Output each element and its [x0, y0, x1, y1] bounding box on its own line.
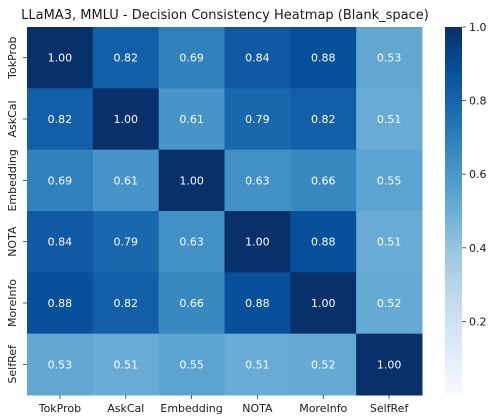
x-tick-label: SelfRef	[370, 402, 410, 415]
cell-value-label: 0.55	[377, 174, 402, 187]
cell-value-label: 0.63	[245, 174, 270, 187]
heatmap-cell-Embedding-TokProb	[27, 149, 94, 212]
heatmap-cell-SelfRef-SelfRef	[356, 333, 423, 396]
heatmap-cell-SelfRef-NOTA	[224, 333, 291, 396]
heatmap-cell-SelfRef-AskCal	[92, 333, 160, 396]
cell-value-label: 1.00	[114, 113, 139, 126]
cell-value-label: 0.51	[377, 113, 402, 126]
cell-value-label: 0.82	[48, 113, 73, 126]
x-tick-label: NOTA	[242, 402, 273, 415]
chart-title: LLaMA3, MMLU - Decision Consistency Heat…	[21, 8, 429, 23]
cell-value-label: 0.82	[114, 297, 139, 310]
cell-value-label: 0.52	[377, 297, 402, 310]
heatmap-cell-MoreInfo-NOTA	[224, 272, 291, 335]
x-tick-label: TokProb	[38, 402, 81, 415]
cell-value-label: 0.88	[245, 297, 270, 310]
cell-value-label: 0.61	[179, 113, 204, 126]
cell-value-label: 0.82	[311, 113, 336, 126]
cell-value-label: 0.51	[114, 358, 139, 371]
heatmap-cell-AskCal-TokProb	[27, 88, 94, 151]
cell-value-label: 0.69	[179, 52, 204, 65]
cell-value-label: 0.84	[245, 52, 270, 65]
colorbar-tick-label: 0.4	[469, 242, 487, 255]
colorbar-tick-label: 0.6	[469, 168, 487, 181]
heatmap-cell-NOTA-Embedding	[158, 211, 225, 273]
heatmap-cell-AskCal-NOTA	[224, 88, 291, 151]
heatmap-cells: 1.00 0.82 0.69 0.84 0.88 0.53 0.82 1.00 0.61 0.79…	[27, 27, 423, 396]
cell-value-label: 0.88	[311, 52, 336, 65]
cell-value-label: 0.63	[179, 236, 204, 249]
cell-value-label: 0.52	[311, 358, 336, 371]
colorbar-tick-label: 1.0	[469, 21, 487, 34]
cell-value-label: 0.66	[179, 297, 204, 310]
cell-value-label: 1.00	[311, 297, 336, 310]
heatmap-cell-MoreInfo-MoreInfo	[290, 272, 357, 335]
y-tick-label: TokProb	[6, 36, 19, 79]
heatmap-cell-Embedding-SelfRef	[356, 149, 423, 212]
heatmap-cell-NOTA-NOTA	[224, 211, 291, 273]
heatmap-cell-TokProb-MoreInfo	[290, 27, 357, 89]
heatmap-cell-TokProb-NOTA	[224, 27, 291, 89]
x-tick-label: AskCal	[107, 402, 144, 415]
heatmap-cell-Embedding-AskCal	[92, 149, 160, 212]
cell-value-label: 0.66	[311, 174, 336, 187]
heatmap-cell-MoreInfo-AskCal	[92, 272, 160, 335]
colorbar-gradient	[445, 27, 462, 395]
cell-value-label: 0.55	[179, 358, 204, 371]
heatmap-cell-SelfRef-TokProb	[27, 333, 94, 396]
cell-value-label: 0.51	[245, 358, 270, 371]
heatmap-cell-AskCal-SelfRef	[356, 88, 423, 151]
cell-value-label: 0.69	[48, 174, 73, 187]
cell-value-label: 0.61	[114, 174, 139, 187]
y-tick-label: Embedding	[6, 149, 19, 211]
heatmap-cell-AskCal-Embedding	[158, 88, 225, 151]
cell-value-label: 0.88	[48, 297, 73, 310]
y-tick-label: NOTA	[6, 226, 19, 257]
heatmap-cell-Embedding-MoreInfo	[290, 149, 357, 212]
y-tick-labels: TokProb AskCal Embedding NOTA MoreInfo SelfRe…	[6, 36, 27, 384]
heatmap-cell-Embedding-Embedding	[158, 149, 225, 212]
cell-value-label: 0.84	[48, 236, 73, 249]
colorbar-tick-label: 0.8	[469, 95, 487, 108]
heatmap-cell-TokProb-Embedding	[158, 27, 225, 89]
heatmap-cell-NOTA-MoreInfo	[290, 211, 357, 273]
y-tick-label: MoreInfo	[6, 279, 19, 327]
heatmap-cell-SelfRef-MoreInfo	[290, 333, 357, 396]
heatmap-cell-AskCal-MoreInfo	[290, 88, 357, 151]
heatmap-cell-NOTA-SelfRef	[356, 211, 423, 273]
cell-value-label: 1.00	[245, 236, 270, 249]
heatmap-cell-NOTA-TokProb	[27, 211, 94, 273]
heatmap-cell-TokProb-TokProb	[27, 27, 94, 89]
colorbar-tick-label: 0.2	[469, 315, 487, 328]
x-tick-label: MoreInfo	[299, 402, 347, 415]
y-tick-label: AskCal	[6, 100, 19, 137]
colorbar: 0.2 0.4 0.6 0.8 1.0	[445, 21, 487, 395]
cell-value-label: 0.82	[114, 52, 139, 65]
heatmap-cell-MoreInfo-SelfRef	[356, 272, 423, 335]
cell-value-label: 0.88	[311, 236, 336, 249]
heatmap-cell-NOTA-AskCal	[92, 211, 160, 273]
cell-value-label: 1.00	[48, 52, 73, 65]
cell-value-label: 0.53	[377, 52, 402, 65]
heatmap-cell-Embedding-NOTA	[224, 149, 291, 212]
heatmap-cell-AskCal-AskCal	[92, 88, 160, 151]
heatmap-cell-SelfRef-Embedding	[158, 333, 225, 396]
heatmap-cell-TokProb-SelfRef	[356, 27, 423, 89]
cell-value-label: 0.79	[114, 236, 139, 249]
x-tick-label: Embedding	[160, 402, 222, 415]
y-tick-label: SelfRef	[6, 344, 19, 384]
cell-value-label: 1.00	[179, 174, 204, 187]
heatmap-cell-MoreInfo-TokProb	[27, 272, 94, 335]
cell-value-label: 0.79	[245, 113, 270, 126]
cell-value-label: 0.53	[48, 358, 73, 371]
heatmap-cell-TokProb-AskCal	[92, 27, 160, 89]
x-tick-labels: TokProb AskCal Embedding NOTA MoreInfo SelfRe…	[38, 395, 410, 415]
cell-value-label: 0.51	[377, 236, 402, 249]
heatmap-cell-MoreInfo-Embedding	[158, 272, 225, 335]
cell-value-label: 1.00	[377, 358, 402, 371]
